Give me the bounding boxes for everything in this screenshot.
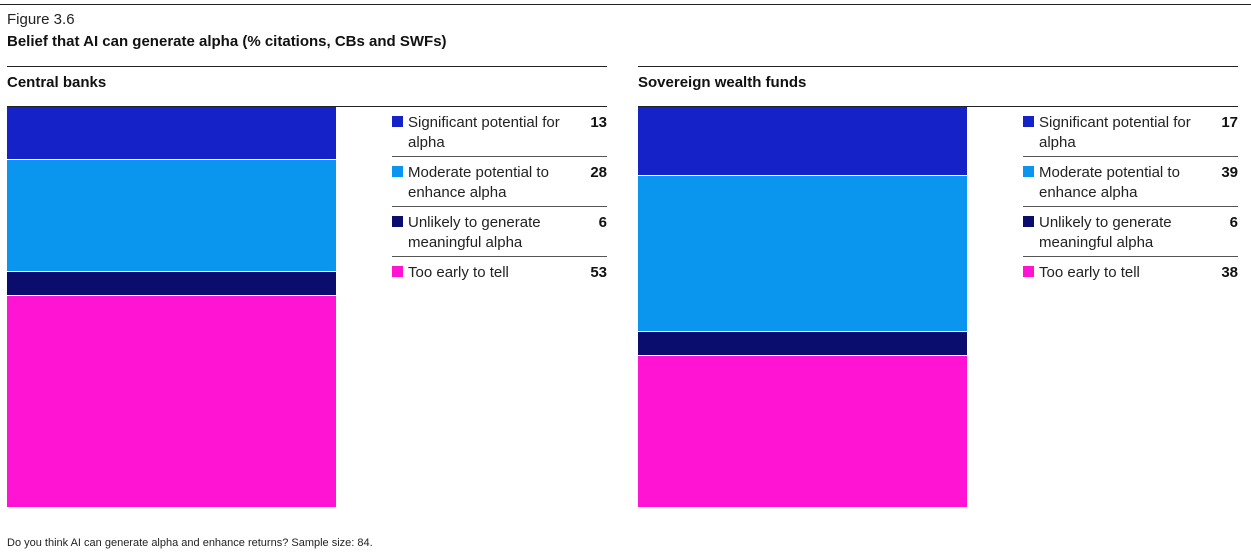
- panel-central-banks: Central banks Significant potential for …: [7, 66, 607, 508]
- legend-item: Too early to tell 38: [1023, 257, 1238, 307]
- stacked-bar: [638, 107, 967, 507]
- legend-label: Unlikely to generate meaningful alpha: [408, 214, 541, 251]
- panel-title: Sovereign wealth funds: [638, 74, 807, 91]
- legend-item: Unlikely to generate meaningful alpha 6: [392, 207, 607, 257]
- legend-label: Significant potential for alpha: [408, 114, 560, 151]
- legend-item: Moderate potential to enhance alpha 39: [1023, 157, 1238, 207]
- legend-swatch: [392, 166, 403, 177]
- data-label: 6: [598, 214, 607, 231]
- segment-too-early: [638, 355, 967, 507]
- legend-swatch: [1023, 166, 1034, 177]
- data-label: 28: [590, 164, 607, 181]
- panel-rule: [7, 106, 607, 107]
- figure-title: Belief that AI can generate alpha (% cit…: [7, 33, 447, 50]
- legend-swatch: [392, 216, 403, 227]
- legend-item: Too early to tell 53: [392, 257, 607, 307]
- legend-label: Too early to tell: [1039, 264, 1140, 281]
- segment-unlikely: [638, 331, 967, 355]
- data-label: 13: [590, 114, 607, 131]
- segment-unlikely: [7, 271, 336, 295]
- legend-label: Moderate potential to enhance alpha: [1039, 164, 1180, 201]
- legend-label: Unlikely to generate meaningful alpha: [1039, 214, 1172, 251]
- data-label: 38: [1221, 264, 1238, 281]
- legend-swatch: [392, 116, 403, 127]
- legend-item: Moderate potential to enhance alpha 28: [392, 157, 607, 207]
- legend-swatch: [1023, 116, 1034, 127]
- segment-too-early: [7, 295, 336, 507]
- panel-rule: [7, 66, 607, 67]
- segment-moderate: [638, 175, 967, 331]
- legend: Significant potential for alpha 17 Moderat…: [1023, 107, 1238, 307]
- segment-significant: [7, 107, 336, 159]
- legend-label: Too early to tell: [408, 264, 509, 281]
- footnote: Do you think AI can generate alpha and e…: [7, 537, 373, 549]
- legend-item: Significant potential for alpha 13: [392, 107, 607, 157]
- legend-label: Significant potential for alpha: [1039, 114, 1191, 151]
- legend-item: Significant potential for alpha 17: [1023, 107, 1238, 157]
- panel-title: Central banks: [7, 74, 107, 91]
- panel-rule: [638, 106, 1238, 107]
- panel-sovereign-wealth-funds: Sovereign wealth funds Significant poten…: [638, 66, 1238, 508]
- data-label: 39: [1221, 164, 1238, 181]
- legend-label: Moderate potential to enhance alpha: [408, 164, 549, 201]
- top-rule: [0, 4, 1251, 5]
- legend-item: Unlikely to generate meaningful alpha 6: [1023, 207, 1238, 257]
- legend: Significant potential for alpha 13 Moderat…: [392, 107, 607, 307]
- figure-label: Figure 3.6: [7, 11, 75, 28]
- stacked-bar: [7, 107, 336, 507]
- panel-rule: [638, 66, 1238, 67]
- segment-significant: [638, 107, 967, 175]
- data-label: 17: [1221, 114, 1238, 131]
- legend-swatch: [1023, 266, 1034, 277]
- data-label: 53: [590, 264, 607, 281]
- legend-swatch: [1023, 216, 1034, 227]
- legend-swatch: [392, 266, 403, 277]
- data-label: 6: [1229, 214, 1238, 231]
- segment-moderate: [7, 159, 336, 271]
